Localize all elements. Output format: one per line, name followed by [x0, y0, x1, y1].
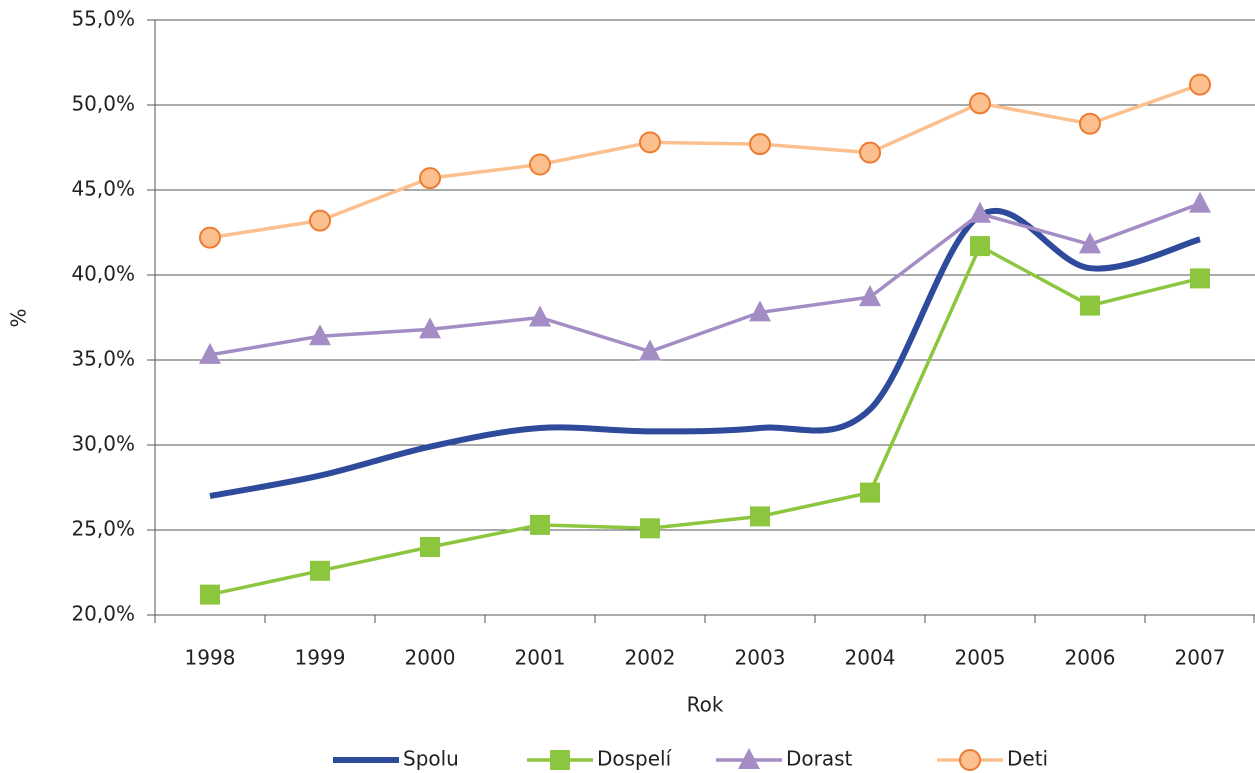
point	[309, 209, 331, 232]
point	[1189, 191, 1211, 213]
series-line	[209, 201, 1201, 357]
legend-label: Spolu	[403, 747, 459, 771]
x-axis-label: Rok	[687, 693, 724, 717]
point	[859, 141, 881, 164]
point	[859, 285, 881, 307]
legend-label: Dorast	[786, 747, 853, 771]
legend-label: Deti	[1007, 747, 1048, 771]
x-tick-label: 1999	[295, 646, 346, 670]
point	[529, 153, 551, 176]
x-tick-label: 2004	[845, 646, 896, 670]
y-tick-label: 25,0%	[71, 517, 135, 541]
y-tick-label: 55,0%	[71, 7, 135, 31]
point	[309, 324, 331, 346]
point	[1189, 73, 1211, 96]
point	[200, 584, 220, 605]
x-tick-label: 2002	[625, 646, 676, 670]
x-tick-label: 1998	[185, 646, 236, 670]
point	[639, 339, 661, 361]
point	[199, 342, 221, 364]
y-tick-label: 45,0%	[71, 177, 135, 201]
point	[970, 236, 990, 257]
point	[1079, 232, 1101, 254]
series-line	[209, 82, 1201, 240]
point	[530, 514, 550, 535]
point	[750, 506, 770, 527]
point	[529, 305, 551, 327]
point	[420, 537, 440, 557]
point	[749, 133, 771, 156]
x-tick-label: 2001	[515, 646, 566, 670]
point	[969, 201, 991, 223]
point	[749, 300, 771, 322]
point	[640, 518, 660, 539]
point	[419, 317, 441, 339]
x-tick-label: 2003	[735, 646, 786, 670]
legend-marker	[959, 749, 981, 771]
x-tick-label: 2007	[1175, 646, 1226, 670]
y-tick-label: 35,0%	[71, 347, 135, 371]
point	[1080, 295, 1100, 316]
x-tick-label: 2005	[955, 646, 1006, 670]
series-line	[209, 207, 1201, 499]
y-tick-label: 50,0%	[71, 92, 135, 116]
y-axis-label: %	[7, 308, 31, 327]
point	[1190, 268, 1210, 289]
legend-marker	[550, 750, 570, 770]
x-tick-label: 2006	[1065, 646, 1116, 670]
point	[639, 131, 661, 154]
y-tick-label: 20,0%	[71, 602, 135, 626]
point	[199, 226, 221, 249]
point	[1079, 112, 1101, 135]
point	[310, 560, 330, 581]
point	[969, 92, 991, 115]
point	[419, 167, 441, 190]
point	[860, 482, 880, 503]
x-tick-label: 2000	[405, 646, 456, 670]
legend-marker	[738, 748, 760, 769]
y-tick-label: 40,0%	[71, 262, 135, 286]
legend-label: Dospelí	[597, 747, 673, 771]
y-tick-label: 30,0%	[71, 432, 135, 456]
series-line	[209, 243, 1201, 597]
